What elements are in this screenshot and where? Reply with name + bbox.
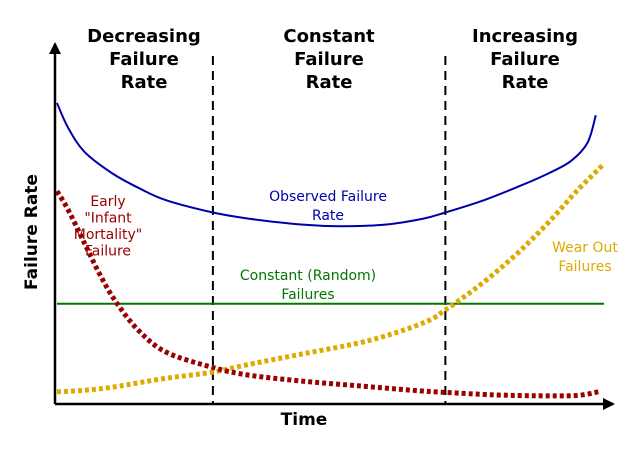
region-label-2-line-1: Constant [283,26,375,47]
series-label-3-line-2: Failures [558,259,611,275]
region-label-1-line-2: Failure [109,49,179,70]
series-label-1-line-3: Mortality" [74,227,142,243]
series-label-0-line-2: Rate [312,208,344,224]
region-label-3-line-1: Increasing [472,26,578,47]
region-label-2-line-2: Failure [294,49,364,70]
series-label-3-line-1: Wear Out [552,240,618,256]
series-label-0-line-1: Observed Failure [269,189,387,205]
series-label-1-line-1: Early [90,194,125,210]
x-axis-label: Time [281,410,328,430]
y-axis-label: Failure Rate [22,174,42,290]
series-label-1-line-4: Failure [85,244,131,260]
series-label-2-line-2: Failures [281,287,334,303]
region-label-2-line-3: Rate [306,72,353,93]
region-label-3-line-2: Failure [490,49,560,70]
series-line-1 [54,189,599,399]
series-label-1-line-2: "Infant [84,211,132,227]
region-label-1-line-3: Rate [121,72,168,93]
region-label-1-line-1: Decreasing [87,26,201,47]
region-label-3-line-3: Rate [502,72,549,93]
series-line-3 [56,162,606,395]
series-line-0 [56,102,597,228]
series-label-2-line-1: Constant (Random) [240,268,376,284]
